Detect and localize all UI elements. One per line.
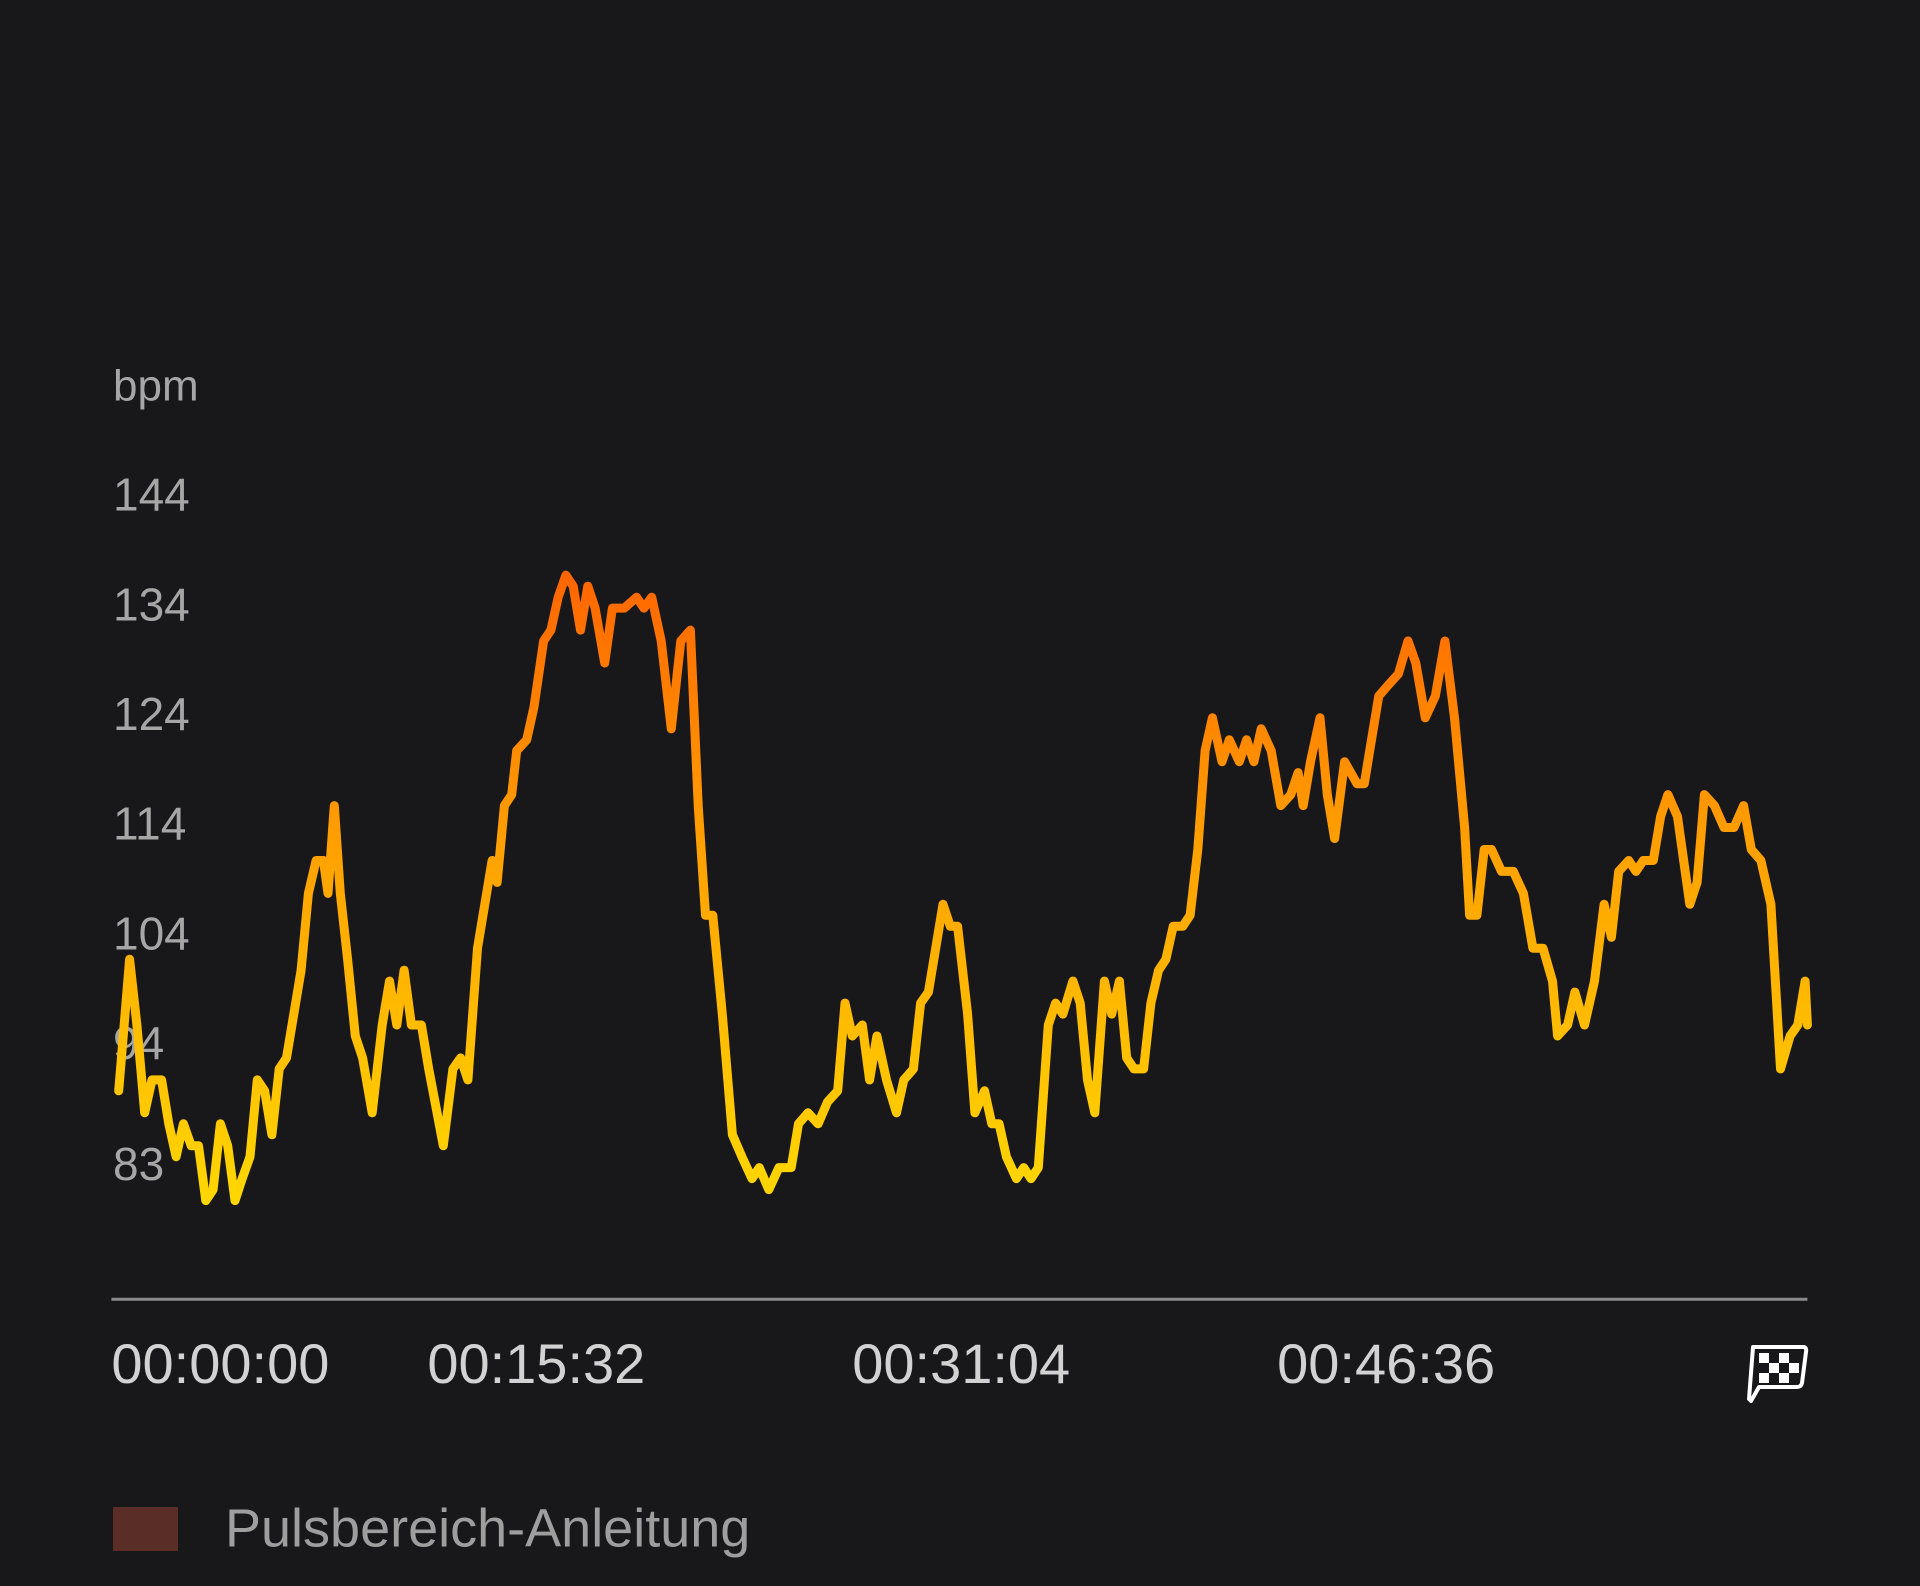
y-tick-label: 124 (113, 688, 190, 740)
legend-label[interactable]: Pulsbereich-Anleitung (225, 1498, 750, 1558)
heart-rate-line (114, 570, 1812, 1206)
y-tick-label: 134 (113, 578, 190, 630)
y-tick-label: 104 (113, 907, 190, 959)
y-tick-label: 83 (113, 1138, 164, 1190)
y-tick-label: 144 (113, 469, 190, 521)
finish-flag-icon (1747, 1345, 1809, 1403)
legend-swatch[interactable] (113, 1507, 178, 1551)
x-tick-label: 00:31:04 (852, 1332, 1070, 1395)
x-tick-label: 00:00:00 (111, 1332, 329, 1395)
y-tick-label: 114 (113, 798, 186, 850)
x-tick-label: 00:46:36 (1277, 1332, 1495, 1395)
y-axis-label: bpm (113, 362, 199, 411)
x-tick-label: 00:15:32 (427, 1332, 645, 1395)
